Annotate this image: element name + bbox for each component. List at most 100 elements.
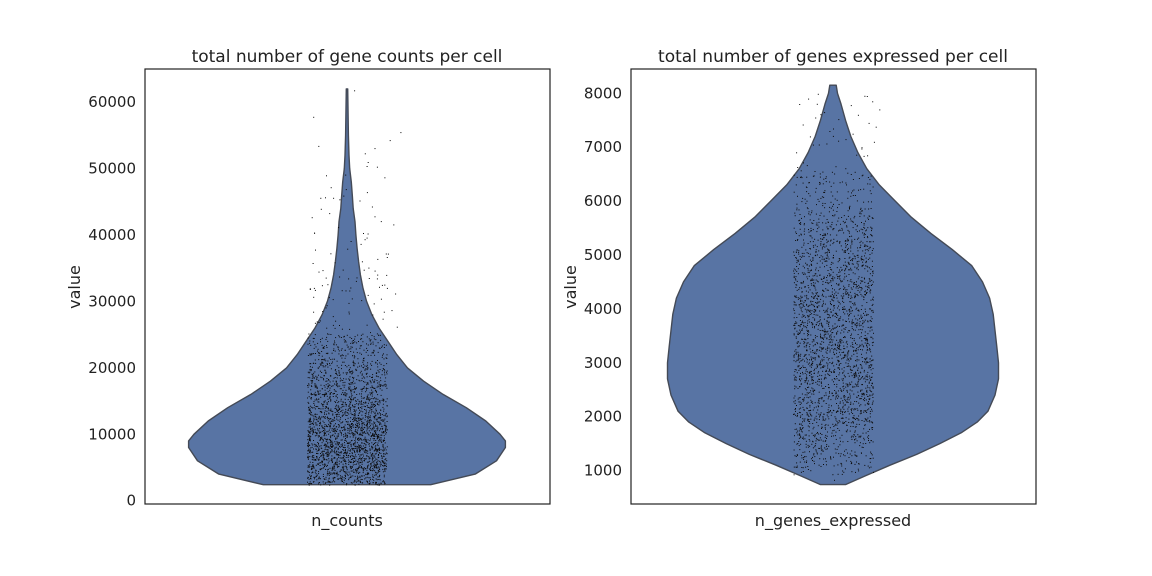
strip-point [816, 280, 818, 282]
strip-point [801, 201, 803, 203]
strip-point [324, 413, 326, 415]
strip-point [324, 458, 326, 460]
strip-point [834, 448, 836, 450]
strip-point [834, 173, 836, 175]
strip-point [822, 171, 824, 173]
strip-point [317, 401, 319, 403]
strip-point [327, 284, 329, 286]
strip-point [837, 315, 839, 317]
strip-point [800, 402, 802, 404]
strip-point [862, 399, 864, 401]
strip-point [331, 469, 333, 471]
strip-point [357, 475, 359, 477]
strip-point [340, 457, 342, 459]
strip-point [335, 464, 337, 466]
strip-point [383, 414, 385, 416]
strip-point [356, 425, 358, 426]
strip-point [339, 325, 340, 326]
strip-point [365, 446, 367, 448]
strip-point [340, 478, 342, 480]
strip-point [381, 389, 383, 391]
strip-point [369, 421, 371, 423]
strip-point [368, 434, 370, 436]
strip-point [363, 367, 365, 369]
strip-point [375, 442, 377, 443]
strip-point [866, 96, 868, 97]
strip-point [807, 330, 809, 332]
strip-point [808, 439, 810, 440]
y-tick-label: 10000 [88, 425, 136, 443]
strip-point [336, 408, 338, 410]
strip-point [329, 424, 331, 426]
strip-point [837, 394, 839, 396]
strip-point [323, 483, 325, 485]
strip-point [338, 426, 340, 428]
strip-point [367, 394, 369, 396]
strip-point [811, 279, 813, 281]
strip-point [799, 228, 801, 230]
strip-point [802, 428, 804, 430]
strip-point [842, 423, 844, 424]
strip-point [375, 474, 377, 476]
strip-point [316, 479, 318, 481]
strip-point [312, 451, 314, 453]
strip-point [840, 340, 842, 342]
strip-point [363, 397, 365, 399]
strip-point [379, 388, 381, 390]
strip-point [316, 457, 318, 459]
strip-point [806, 165, 808, 167]
strip-point [859, 442, 861, 444]
strip-point [829, 274, 831, 276]
strip-point [800, 295, 802, 297]
strip-point [815, 269, 817, 271]
strip-point [839, 319, 841, 321]
strip-point [829, 392, 830, 394]
strip-point [812, 361, 814, 363]
strip-point [860, 411, 862, 413]
strip-point [852, 403, 854, 405]
strip-point [856, 364, 857, 366]
strip-point [795, 286, 797, 288]
strip-point [864, 278, 865, 280]
strip-point [827, 317, 829, 319]
strip-point [836, 325, 838, 327]
strip-point [824, 207, 826, 209]
strip-point [323, 348, 325, 349]
strip-point [848, 399, 850, 401]
strip-point [844, 354, 846, 356]
strip-point [862, 376, 864, 378]
strip-point [812, 350, 813, 352]
strip-point [322, 408, 324, 410]
strip-point [350, 420, 351, 422]
strip-point [366, 372, 368, 374]
strip-point [339, 388, 341, 390]
strip-point [862, 320, 864, 322]
strip-point [326, 402, 328, 404]
strip-point [845, 327, 847, 328]
strip-point [852, 421, 854, 423]
strip-point [361, 365, 362, 367]
strip-point [329, 425, 331, 427]
strip-point [855, 471, 856, 473]
strip-point [827, 398, 829, 400]
strip-point [319, 478, 321, 480]
strip-point [342, 392, 344, 394]
strip-point [380, 439, 382, 441]
strip-point [851, 297, 853, 299]
strip-point [373, 387, 375, 389]
strip-point [328, 384, 330, 386]
strip-point [321, 359, 323, 361]
strip-point [803, 255, 805, 257]
strip-point [858, 329, 860, 331]
strip-point [314, 408, 316, 410]
strip-point [837, 397, 839, 399]
strip-point [797, 260, 799, 262]
strip-point [848, 232, 850, 234]
strip-point [343, 434, 345, 436]
strip-point [796, 359, 798, 361]
strip-point [328, 446, 330, 448]
strip-point [851, 322, 853, 324]
strip-point [381, 399, 383, 401]
strip-point [377, 471, 379, 473]
strip-point [310, 385, 312, 387]
